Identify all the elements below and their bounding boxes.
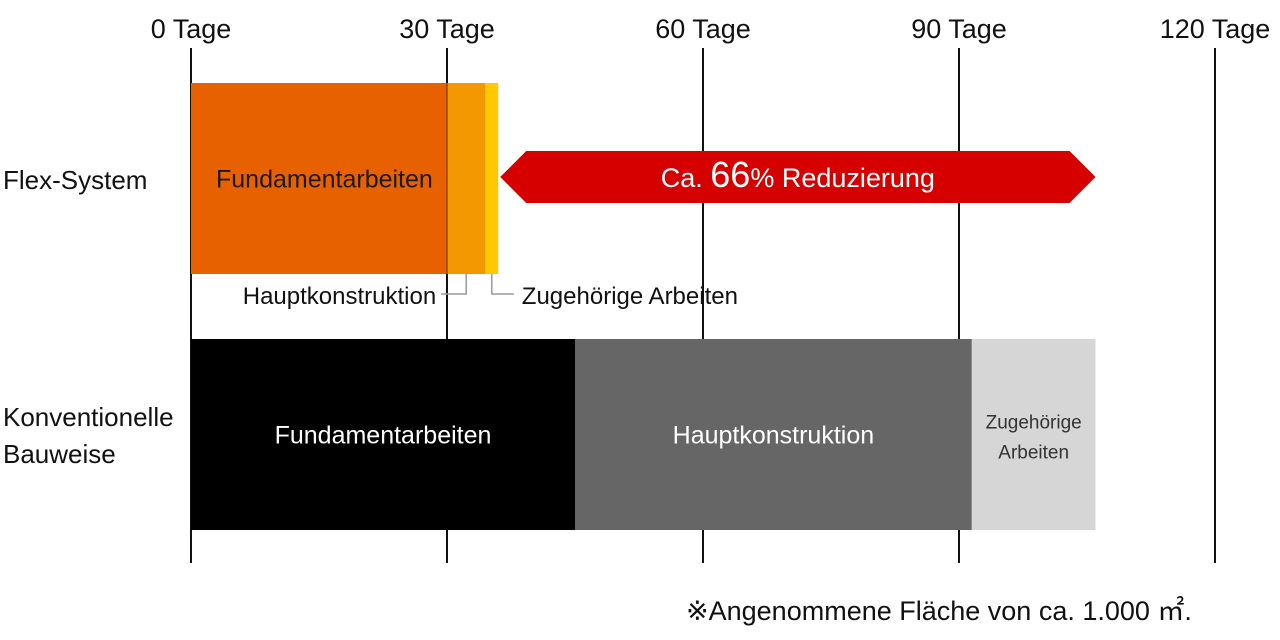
bar-label-0-0: Fundamentarbeiten (216, 166, 433, 194)
footnote: ※Angenommene Fläche von ca. 1.000 ㎡. (686, 596, 1192, 626)
tick-label-0: 0 Tage (151, 14, 232, 44)
reduction-arrow-label-part-0: Ca. (661, 163, 711, 193)
callout-line-1 (491, 274, 514, 295)
bar-0-0 (191, 83, 447, 274)
tick-label-2: 60 Tage (655, 14, 751, 44)
row-label-1-line-0: Konventionelle (3, 402, 174, 432)
bar-1-0 (191, 339, 575, 530)
bar-1-2 (971, 339, 1096, 530)
bar-label-1-2-line-1: Arbeiten (998, 443, 1069, 464)
reduction-arrow-label: Ca. 66% Reduzierung (661, 154, 935, 195)
bar-label-1-1: Hauptkonstruktion (673, 422, 875, 450)
tick-label-3: 90 Tage (911, 14, 1007, 44)
reduction-arrow (500, 151, 1096, 203)
callout-line-0 (441, 274, 467, 295)
bar-label-1-2-line-0: Zugehörige (986, 413, 1082, 434)
row-label-0: Flex-System (3, 165, 147, 195)
reduction-arrow-label-part-1: 66 (710, 154, 750, 195)
bar-0-1 (447, 83, 486, 274)
bar-1-1 (575, 339, 972, 530)
tick-label-4: 120 Tage (1160, 14, 1271, 44)
row-label-1-line-1: Bauweise (3, 439, 116, 469)
callout-label-1: Zugehörige Arbeiten (522, 283, 738, 310)
tick-label-1: 30 Tage (399, 14, 495, 44)
bar-0-2 (485, 83, 499, 274)
bar-label-1-0: Fundamentarbeiten (275, 422, 492, 450)
reduction-arrow-label-part-2: % Reduzierung (750, 163, 935, 193)
callout-label-0: Hauptkonstruktion (243, 283, 436, 310)
